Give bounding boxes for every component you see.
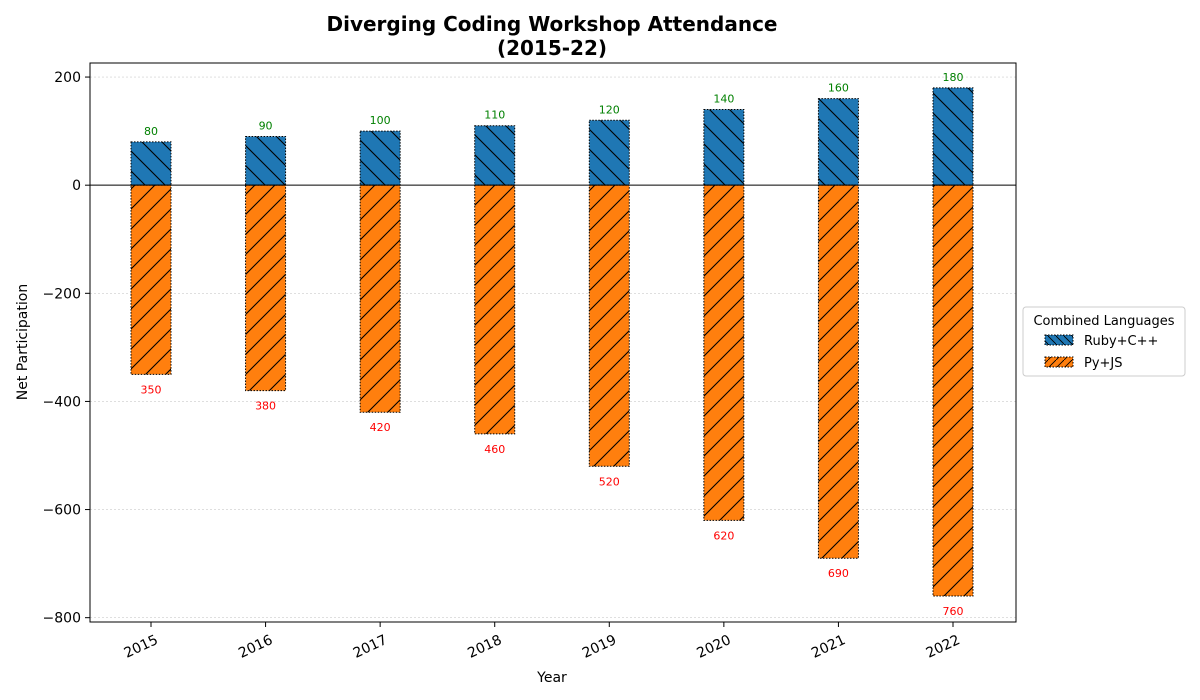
chart-title-line-1: Diverging Coding Workshop Attendance	[326, 12, 777, 36]
x-tick-label: 2020	[694, 632, 733, 662]
bar-hatch-py-js-2018	[474, 184, 516, 435]
x-tick-label: 2018	[465, 632, 504, 662]
bar-hatch-py-js-2015	[130, 184, 172, 375]
legend-title: Combined Languages	[1033, 314, 1174, 329]
bar-hatch-ruby-cpp-2019	[588, 119, 630, 186]
data-label-ruby-cpp-2017: 100	[370, 114, 391, 127]
x-tick-label: 2019	[580, 632, 619, 662]
bar-hatch-ruby-cpp-2016	[245, 136, 287, 186]
data-label-ruby-cpp-2020: 140	[713, 92, 734, 105]
bar-hatch-py-js-2021	[817, 184, 859, 559]
legend-swatch-hatch-py-js	[1045, 357, 1073, 367]
y-axis-ticks: 200 0 −200 −400 −600 −800	[43, 70, 90, 627]
bar-hatch-ruby-cpp-2022	[932, 87, 974, 186]
bar-hatch-ruby-cpp-2020	[703, 108, 745, 186]
data-label-ruby-cpp-2015: 80	[144, 125, 158, 138]
x-tick-label: 2017	[351, 632, 390, 662]
legend-item-ruby-cpp: Ruby+C++	[1044, 334, 1158, 349]
y-tick-label: −600	[43, 503, 81, 519]
data-label-py-js-2015: 350	[141, 383, 162, 396]
bar-hatch-ruby-cpp-2018	[474, 125, 516, 186]
data-label-py-js-2017: 420	[370, 421, 391, 434]
y-tick-label: −200	[43, 286, 81, 302]
x-tick-label: 2022	[924, 632, 963, 662]
x-axis-ticks: 2015 2016 2017 2018 2019 2020 2021 2022	[122, 622, 963, 662]
bar-hatch-ruby-cpp-2017	[359, 130, 401, 186]
chart-title-line-2: (2015-22)	[497, 36, 607, 60]
data-label-py-js-2016: 380	[255, 400, 276, 413]
x-tick-label: 2015	[122, 632, 161, 662]
x-tick-label: 2016	[236, 632, 275, 662]
legend: Combined Languages Ruby+C++ Py+JS	[1022, 306, 1186, 377]
data-label-ruby-cpp-2016: 90	[259, 120, 273, 133]
data-label-py-js-2021: 690	[828, 567, 849, 580]
legend-swatch-hatch-ruby-cpp	[1045, 335, 1073, 345]
gridlines	[90, 76, 1016, 619]
bar-hatch-py-js-2019	[588, 184, 630, 467]
legend-item-py-js: Py+JS	[1044, 356, 1123, 371]
bars	[90, 87, 1016, 597]
data-labels: 80 90 100 110 120 140 160 180 350 380 420 460 520 620…	[141, 71, 964, 618]
bar-hatch-ruby-cpp-2015	[130, 141, 172, 186]
bar-hatch-py-js-2017	[359, 184, 401, 413]
x-axis-label: Year	[536, 670, 567, 686]
bar-hatch-py-js-2020	[703, 184, 745, 521]
legend-label-ruby-cpp: Ruby+C++	[1084, 334, 1158, 349]
data-label-ruby-cpp-2019: 120	[599, 103, 620, 116]
bar-hatch-py-js-2016	[245, 184, 287, 392]
data-label-py-js-2020: 620	[713, 529, 734, 542]
bar-hatch-py-js-2022	[932, 184, 974, 597]
data-label-ruby-cpp-2022: 180	[943, 71, 964, 84]
x-tick-label: 2021	[809, 632, 848, 662]
data-label-py-js-2019: 520	[599, 475, 620, 488]
y-tick-label: 200	[54, 70, 81, 86]
y-tick-label: 0	[72, 178, 81, 194]
data-label-py-js-2018: 460	[484, 443, 505, 456]
y-tick-label: −800	[43, 611, 81, 627]
bar-hatch-ruby-cpp-2021	[817, 98, 859, 186]
data-label-ruby-cpp-2021: 160	[828, 82, 849, 95]
y-tick-label: −400	[43, 394, 81, 410]
data-label-ruby-cpp-2018: 110	[484, 109, 505, 122]
data-label-py-js-2022: 760	[943, 605, 964, 618]
legend-label-py-js: Py+JS	[1084, 356, 1123, 371]
y-axis-label: Net Participation	[15, 284, 31, 400]
plot-frame	[89, 62, 1017, 623]
